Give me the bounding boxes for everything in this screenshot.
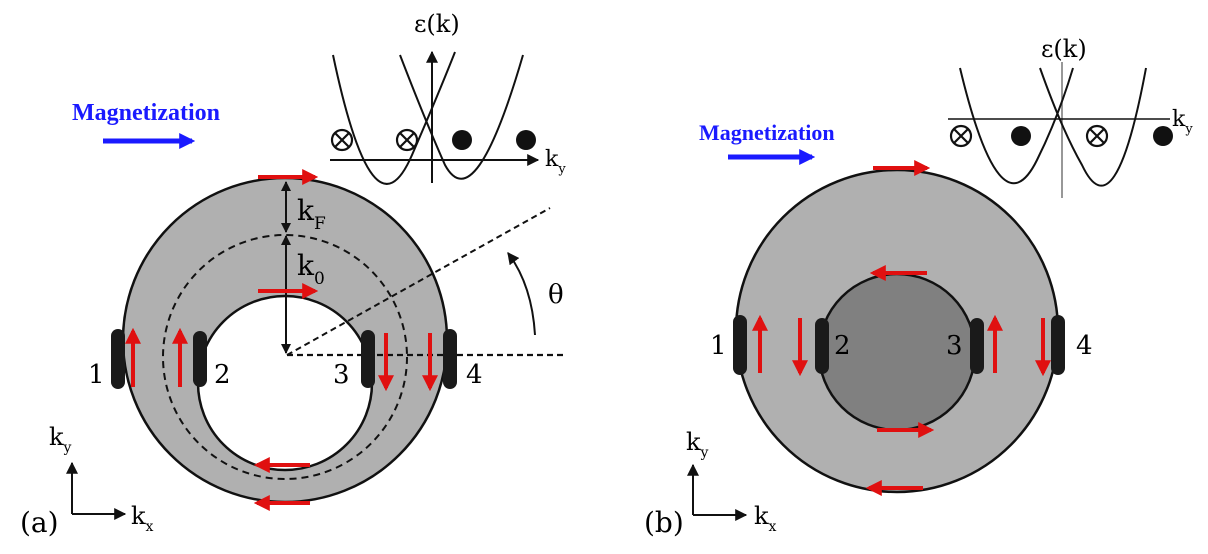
spin-out-dot: [1153, 126, 1173, 146]
spin-in-symbol: [1085, 124, 1109, 148]
panel-b: 1 2 3 4 Magnetization ε(k) ky: [644, 35, 1193, 539]
inset-b-y-label: ε(k): [1041, 35, 1087, 63]
contact-2-a: [193, 331, 207, 387]
contact-label-2-b: 2: [834, 331, 851, 361]
contact-label-3-b: 3: [946, 331, 963, 361]
kF-label: kF: [297, 194, 326, 234]
inset-a: ε(k) ky: [330, 10, 566, 185]
spin-in-symbol: [330, 128, 354, 152]
panel-a: θ kF k0 1 2 3 4 Magnetization: [20, 10, 566, 539]
kx-label-b: kx: [754, 502, 777, 535]
contact-label-3-a: 3: [333, 360, 350, 390]
k0-label: k0: [297, 249, 325, 289]
magnetization-label-a: Magnetization: [72, 100, 220, 126]
inset-a-x-label: ky: [545, 147, 566, 177]
theta-label: θ: [548, 280, 564, 310]
magnetization-label-b: Magnetization: [699, 120, 835, 145]
band-right-b: [1039, 67, 1147, 187]
inset-a-y-label: ε(k): [414, 10, 460, 38]
contact-label-4-a: 4: [466, 360, 483, 390]
contact-label-1-b: 1: [710, 331, 727, 361]
inset-b: ε(k) ky: [948, 35, 1193, 198]
contact-label-4-b: 4: [1076, 331, 1093, 361]
theta-arc: [507, 252, 536, 336]
contact-1-a: [111, 329, 125, 389]
spin-out-dot: [1011, 126, 1031, 146]
inset-b-x-label: ky: [1172, 107, 1193, 137]
spin-in-symbol: [949, 124, 973, 148]
contact-label-2-a: 2: [214, 360, 231, 390]
ky-label-a: ky: [49, 423, 72, 456]
spin-out-dot: [452, 130, 472, 150]
contact-4-a: [443, 329, 457, 389]
band-right: [399, 54, 524, 180]
contact-2-b: [815, 318, 829, 374]
spin-in-symbol: [395, 128, 419, 152]
band-left-b: [959, 67, 1074, 185]
ky-label-b: ky: [686, 428, 709, 461]
panel-label-a: (a): [20, 506, 59, 539]
contact-3-b: [970, 318, 984, 374]
contact-label-1-a: 1: [88, 360, 105, 390]
panel-label-b: (b): [644, 506, 684, 539]
contact-3-a: [361, 330, 375, 388]
contact-1-b: [733, 315, 747, 375]
angled-dashed-line: [286, 207, 551, 356]
kx-label-a: kx: [131, 502, 154, 535]
contact-4-b: [1051, 315, 1065, 375]
dashed-circle-k0: [162, 234, 408, 480]
spin-out-dot: [516, 130, 536, 150]
band-left: [332, 51, 456, 185]
